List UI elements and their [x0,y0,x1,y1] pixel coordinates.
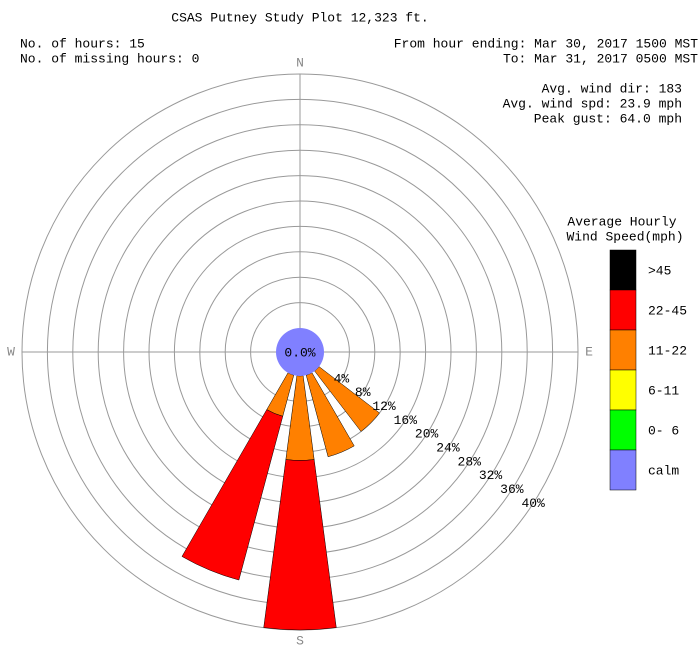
info-text: To: Mar 31, 2017 0500 MST [503,51,698,66]
compass-label: N [296,55,304,70]
ring-label: 40% [521,496,545,511]
legend-title: Wind Speed(mph) [566,229,683,244]
info-text: No. of hours: 15 [20,36,145,51]
ring-label: 16% [394,413,418,428]
compass-label: W [7,344,15,359]
stat-text: Avg. wind dir: 183 [542,81,682,96]
compass-label: E [585,344,593,359]
ring-label: 24% [436,441,460,456]
legend-label: >45 [648,263,671,278]
ring-label: 20% [415,427,439,442]
legend-swatch [609,409,637,451]
legend-swatch [609,249,637,291]
ring-label: 4% [334,371,350,386]
ring-label: 36% [500,482,524,497]
wind-wedge [263,459,337,631]
legend-swatch [609,289,637,331]
ring-label: 28% [458,454,482,469]
ring-label: 12% [372,399,396,414]
legend-swatch [609,329,637,371]
legend-title: Average Hourly [567,214,676,229]
ring-label: 8% [355,385,371,400]
wind-wedge [181,409,284,581]
compass-label: S [296,633,304,648]
legend-label: calm [648,463,679,478]
legend-label: 0- 6 [648,423,679,438]
stat-text: Peak gust: 64.0 mph [534,111,682,126]
calm-label: 0.0% [284,345,315,360]
stat-text: Avg. wind spd: 23.9 mph [503,96,682,111]
ring-label: 32% [479,468,503,483]
info-text: From hour ending: Mar 30, 2017 1500 MST [394,36,698,51]
legend-label: 22-45 [648,303,687,318]
legend-label: 11-22 [648,343,687,358]
wind-wedge [266,372,295,417]
chart-title: CSAS Putney Study Plot 12,323 ft. [171,10,428,25]
legend-swatch [609,369,637,411]
calm-circle [276,328,324,376]
legend-swatch [609,449,637,491]
info-text: No. of missing hours: 0 [20,51,199,66]
legend-label: 6-11 [648,383,679,398]
